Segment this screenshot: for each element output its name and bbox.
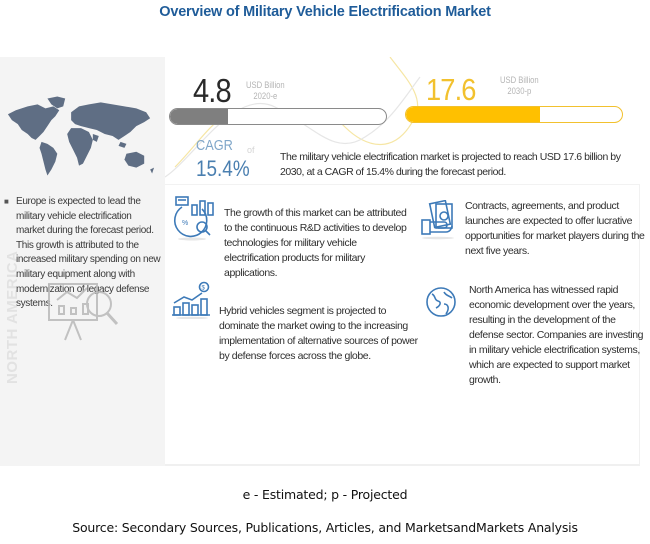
- globe-icon: [426, 287, 456, 317]
- of-text: of: [247, 145, 255, 155]
- research-analytics-icon: %: [173, 196, 214, 241]
- svg-text:%: %: [182, 220, 188, 227]
- unit-currency-2020: USD Billion: [246, 80, 285, 90]
- source-note: Source: Secondary Sources, Publications,…: [72, 520, 578, 535]
- highlight-hybrid-text: Hybrid vehicles segment is projected to …: [219, 305, 418, 362]
- unit-label-2030: USD Billion 2030-p: [500, 75, 539, 97]
- money-hand-icon: [421, 200, 454, 240]
- growth-chart-dollar-icon: $: [172, 281, 210, 319]
- market-value-2030: 17.6: [426, 72, 476, 107]
- cagr-label: CAGR: [196, 137, 233, 154]
- highlight-contracts-text: Contracts, agreements, and product launc…: [465, 200, 645, 257]
- unit-year-2030: 2030-p: [507, 86, 532, 96]
- unit-currency-2030: USD Billion: [500, 75, 539, 85]
- cagr-value: 15.4%: [196, 156, 250, 181]
- market-value-2020: 4.8: [193, 72, 232, 109]
- europe-insight: ■ Europe is expected to lead the militar…: [4, 195, 162, 312]
- progress-bar-2030: [405, 106, 623, 123]
- world-map-icon: [7, 96, 155, 176]
- bullet-icon: ■: [4, 197, 9, 206]
- market-summary: The military vehicle electrification mar…: [280, 151, 621, 178]
- svg-text:$: $: [202, 286, 206, 292]
- unit-label-2020: USD Billion 2020-e: [246, 80, 285, 102]
- analytics-presentation-icon: [48, 283, 119, 341]
- progress-fill-2030: [406, 107, 540, 122]
- unit-year-2020: 2020-e: [253, 91, 278, 101]
- europe-insight-text: Europe is expected to lead the military …: [16, 196, 161, 310]
- highlight-rd-text: The growth of this market can be attribu…: [224, 207, 407, 279]
- progress-bar-2020: [169, 108, 387, 125]
- progress-fill-2020: [170, 109, 229, 124]
- highlight-north-america-text: North America has witnessed rapid econom…: [469, 284, 644, 386]
- infographic-title: Overview of Military Vehicle Electrifica…: [159, 4, 491, 20]
- footnote: e - Estimated; p - Projected: [242, 487, 408, 502]
